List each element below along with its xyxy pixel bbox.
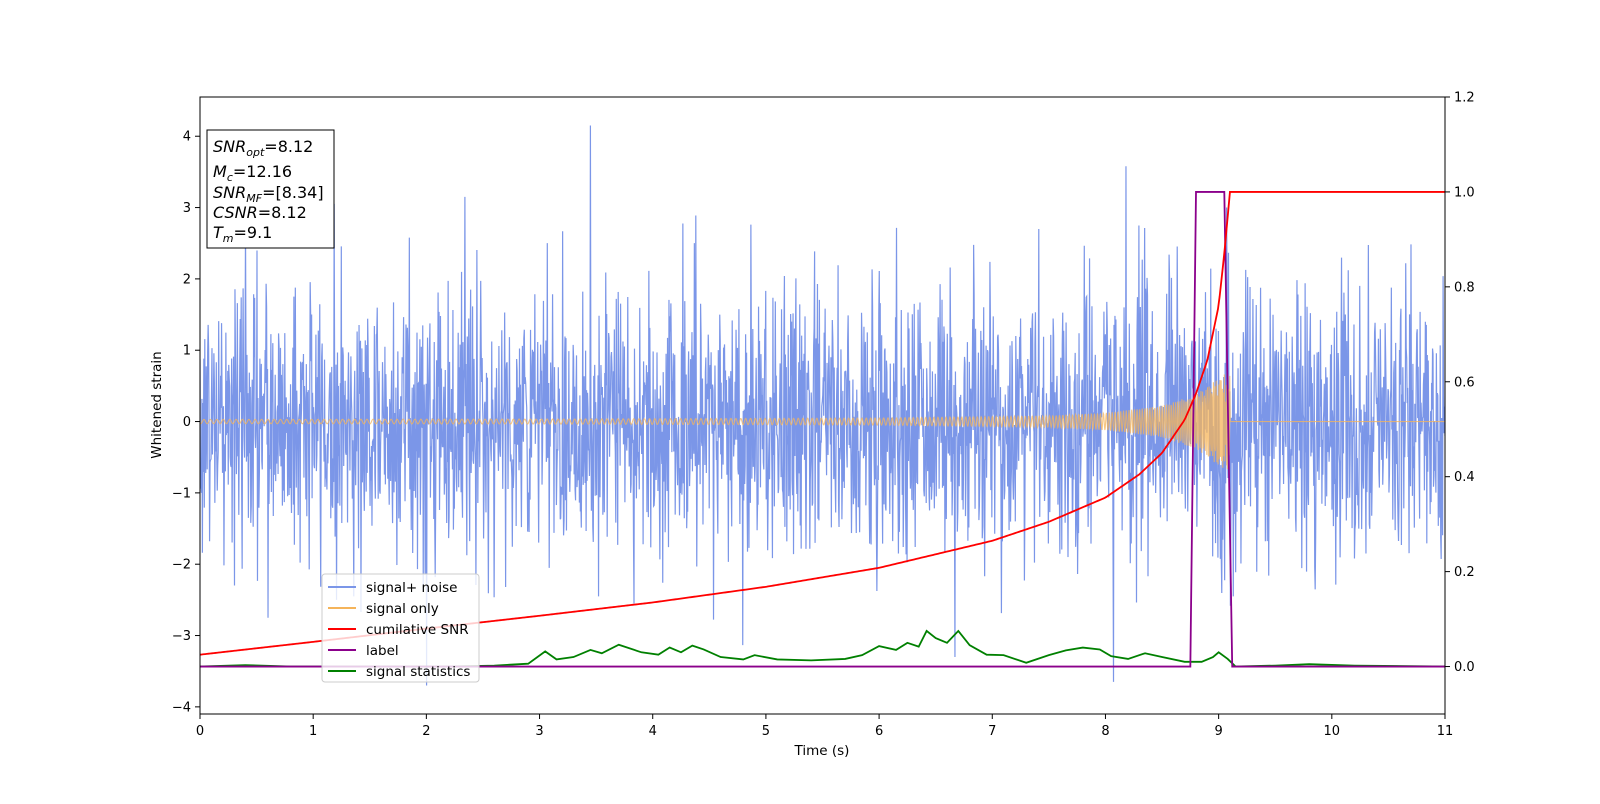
label-line — [200, 191, 1445, 668]
y-tick-label: 0 — [183, 415, 191, 430]
x-tick-label: 5 — [762, 724, 770, 739]
signal-only-line — [200, 374, 1445, 470]
y-axis-left: −4 −3 −2 −1 0 1 2 3 4 — [172, 130, 200, 715]
y-tick-label: 4 — [183, 130, 191, 145]
signal-noise-line — [200, 125, 1445, 686]
x-tick-label: 1 — [309, 724, 317, 739]
legend: signal+ noise signal only cumilative SNR la… — [321, 573, 480, 683]
legend-label: cumilative SNR — [366, 622, 469, 638]
y-tick-label: 3 — [183, 201, 191, 216]
parameter-annotation-box: SNRopt=8.12 Mc=12.16SNRMF=[8.34]CSNR=8.12… — [206, 129, 335, 249]
y-tick-label: −4 — [172, 700, 191, 715]
x-tick-label: 9 — [1214, 724, 1222, 739]
y2-tick-label: 0.6 — [1454, 375, 1475, 390]
y2-tick-label: 0.4 — [1454, 470, 1475, 485]
legend-label: signal only — [366, 601, 439, 617]
x-tick-label: 2 — [422, 724, 430, 739]
y2-tick-label: 1.2 — [1454, 91, 1475, 106]
annotation-line: Mc=12.16 — [213, 162, 292, 184]
x-tick-label: 4 — [649, 724, 657, 739]
y2-tick-label: 0.8 — [1454, 280, 1475, 295]
x-tick-label: 11 — [1437, 724, 1454, 739]
signal-statistics-line — [200, 629, 1445, 668]
y-tick-label: −2 — [172, 558, 191, 573]
x-tick-label: 0 — [196, 724, 204, 739]
y-tick-label: 1 — [183, 344, 191, 359]
annotation-frame — [206, 129, 335, 249]
legend-label: label — [366, 643, 399, 659]
y-tick-label: −1 — [172, 486, 191, 501]
x-axis-label: Time (s) — [794, 743, 850, 759]
legend-label: signal statistics — [366, 664, 470, 680]
y-axis-label: Whitened strain — [149, 351, 165, 458]
annotation-line: SNRMF=[8.34] — [213, 183, 324, 205]
annotation-line: SNRopt=8.12 — [213, 137, 313, 159]
x-tick-label: 8 — [1101, 724, 1109, 739]
y2-tick-label: 0.0 — [1454, 660, 1475, 675]
x-axis: 0 1 2 3 4 5 6 7 8 9 10 11 — [196, 714, 1453, 739]
legend-label: signal+ noise — [366, 580, 457, 596]
y2-tick-label: 1.0 — [1454, 185, 1475, 200]
x-tick-label: 3 — [535, 724, 543, 739]
x-tick-label: 7 — [988, 724, 996, 739]
annotation-line: CSNR=8.12 — [213, 203, 307, 222]
legend-frame — [321, 573, 480, 683]
y-tick-label: −3 — [172, 629, 191, 644]
x-tick-label: 6 — [875, 724, 883, 739]
x-tick-label: 10 — [1324, 724, 1341, 739]
annotation-line: Tm=9.1 — [213, 223, 272, 245]
y-axis-right: 0.0 0.2 0.4 0.6 0.8 1.0 1.2 — [1445, 91, 1475, 675]
y2-tick-label: 0.2 — [1454, 565, 1475, 580]
y-tick-label: 2 — [183, 272, 191, 287]
plot-frame — [199, 96, 1446, 715]
